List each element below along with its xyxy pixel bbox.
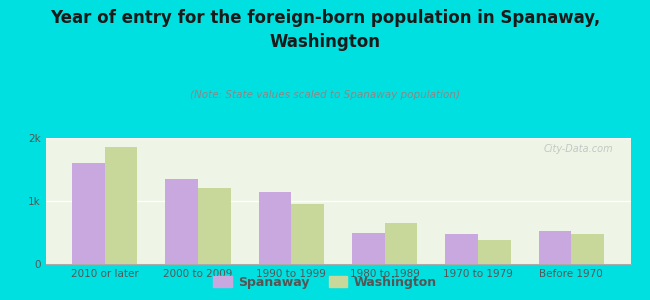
Bar xyxy=(198,188,231,264)
Bar xyxy=(445,234,478,264)
Legend: Spanaway, Washington: Spanaway, Washington xyxy=(208,271,442,294)
Text: (Note: State values scaled to Spanaway population): (Note: State values scaled to Spanaway p… xyxy=(190,90,460,100)
Bar xyxy=(385,223,417,264)
Bar xyxy=(352,232,385,264)
Bar xyxy=(259,191,291,264)
Bar xyxy=(105,147,137,264)
Text: City-Data.com: City-Data.com xyxy=(543,144,613,154)
Bar xyxy=(165,179,198,264)
Bar xyxy=(72,163,105,264)
Text: Year of entry for the foreign-born population in Spanaway,
Washington: Year of entry for the foreign-born popul… xyxy=(50,9,600,51)
Bar xyxy=(539,231,571,264)
Bar xyxy=(291,204,324,264)
Bar xyxy=(571,234,604,264)
Bar xyxy=(478,240,511,264)
